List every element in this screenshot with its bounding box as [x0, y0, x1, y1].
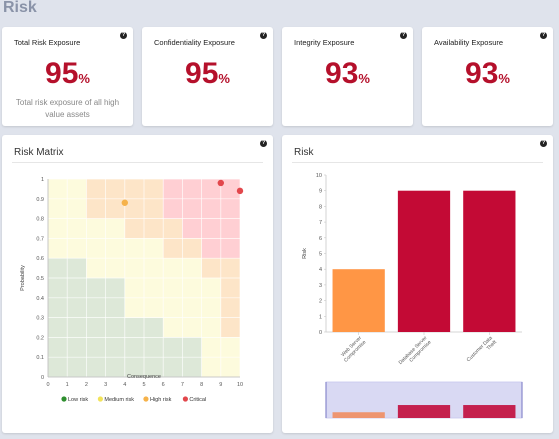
y-tick-label: 0.1: [36, 355, 44, 361]
question-circle-icon[interactable]: ?: [260, 140, 267, 147]
bar: [332, 269, 385, 332]
question-circle-icon[interactable]: ?: [120, 32, 127, 39]
navigator-bar: [332, 412, 385, 418]
question-circle-icon[interactable]: ?: [540, 32, 547, 39]
page-title: Risk: [3, 0, 37, 16]
x-tick-label: Web ServerCompromise: [339, 335, 368, 364]
x-tick-label: 2: [85, 382, 88, 388]
question-circle-icon[interactable]: ?: [540, 140, 547, 147]
legend-item: High risk: [143, 396, 172, 403]
y-tick-label: 1: [41, 177, 44, 183]
risk-bar-panel: ? Risk 0 1 2 3 4 5 6 7 8 9 10 Risk Web ServerComprom…: [282, 135, 553, 433]
y-tick-label: 6: [319, 236, 322, 242]
divider: [12, 162, 263, 163]
legend-label: Medium risk: [104, 397, 134, 403]
data-point: [217, 179, 224, 187]
legend-marker: [61, 396, 67, 402]
question-circle-icon[interactable]: ?: [260, 32, 267, 39]
y-tick-label: 0.4: [36, 296, 44, 302]
kpi-card-total-risk: ? Total Risk Exposure 95% Total risk exp…: [2, 27, 133, 126]
kpi-card-integrity: ? Integrity Exposure 93%: [282, 27, 413, 126]
legend-item: Medium risk: [97, 396, 134, 403]
x-tick-label: Database ServerCompromise: [398, 335, 433, 370]
x-tick-label: 1: [66, 382, 69, 388]
legend-label: High risk: [150, 397, 172, 403]
legend-label: Low risk: [68, 397, 88, 403]
y-tick-label: 9: [319, 189, 322, 195]
y-tick-label: 0.5: [36, 276, 44, 282]
legend-item: Low risk: [61, 396, 88, 403]
kpi-value: 93%: [325, 57, 370, 90]
risk-matrix-chart: 0 1 2 3 4 5 6 7 8 9 10 0 0.1 0.2 0.3 0.4 0.5 0.6 0.7 0.8 0.9…: [20, 177, 244, 403]
x-tick-label: 7: [181, 382, 184, 388]
data-point: [121, 199, 128, 206]
kpi-value: 95%: [45, 57, 90, 90]
risk-bar-chart: 0 1 2 3 4 5 6 7 8 9 10 Risk Web ServerCompromise Data…: [302, 173, 523, 419]
x-tick-label: 10: [237, 382, 243, 388]
x-tick-label: 5: [142, 382, 145, 388]
y-tick-label: 8: [319, 204, 322, 210]
question-circle-icon[interactable]: ?: [400, 32, 407, 39]
y-tick-label: 0: [41, 375, 44, 381]
x-tick-label: 6: [162, 382, 165, 388]
kpi-subtitle: Total risk exposure of all high value as…: [15, 98, 120, 119]
y-tick-label: 5: [319, 252, 322, 258]
y-tick-label: 0.6: [36, 256, 44, 262]
y-tick-label: 4: [319, 267, 322, 273]
legend-marker: [97, 396, 103, 402]
y-tick-label: 3: [319, 283, 322, 289]
kpi-value: 93%: [465, 57, 510, 90]
x-tick-label: 3: [104, 382, 107, 388]
kpi-card-availability: ? Availability Exposure 93%: [422, 27, 553, 126]
bar: [463, 190, 516, 332]
bar: [397, 190, 451, 332]
panel-title: Risk Matrix: [14, 147, 64, 158]
y-tick-label: 0.8: [36, 217, 44, 223]
kpi-card-confidentiality: ? Confidentiality Exposure 95%: [142, 27, 273, 126]
y-tick-label: 1: [319, 314, 322, 320]
y-tick-label: 0: [319, 330, 322, 336]
y-tick-label: 0.2: [36, 335, 44, 341]
y-tick-label: 7: [319, 220, 322, 226]
x-tick-label: 9: [219, 382, 222, 388]
y-tick-label: 0.7: [36, 236, 44, 242]
navigator-bar: [397, 405, 451, 418]
y-tick-label: 10: [316, 173, 322, 179]
divider: [292, 162, 543, 163]
y-axis-title: Risk: [302, 248, 308, 259]
navigator-bar: [463, 405, 516, 418]
y-tick-label: 0.3: [36, 316, 44, 322]
x-tick-label: 8: [200, 382, 203, 388]
kpi-title: Confidentiality Exposure: [154, 38, 235, 47]
y-tick-label: 0.9: [36, 197, 44, 203]
x-tick-label: 4: [123, 382, 126, 388]
x-tick-label: 0: [46, 382, 49, 388]
kpi-value: 95%: [185, 57, 230, 90]
legend-marker: [143, 396, 149, 402]
legend-marker: [182, 396, 188, 402]
risk-matrix-panel: ? Risk Matrix 0 1 2 3 4 5 6 7 8 9 10 0 0.1 0.2 0.3 0.4 0…: [2, 135, 273, 433]
y-axis-title: Probability: [20, 265, 26, 291]
legend-label: Critical: [189, 397, 206, 403]
kpi-title: Availability Exposure: [434, 38, 504, 47]
kpi-title: Integrity Exposure: [294, 38, 355, 47]
legend-item: Critical: [182, 396, 206, 403]
kpi-title: Total Risk Exposure: [14, 38, 81, 47]
y-tick-label: 2: [319, 299, 322, 305]
x-tick-label: Customer DataTheft: [466, 335, 499, 368]
data-point: [236, 187, 244, 195]
panel-title: Risk: [294, 147, 314, 158]
x-axis-title: Consequence: [127, 374, 161, 380]
